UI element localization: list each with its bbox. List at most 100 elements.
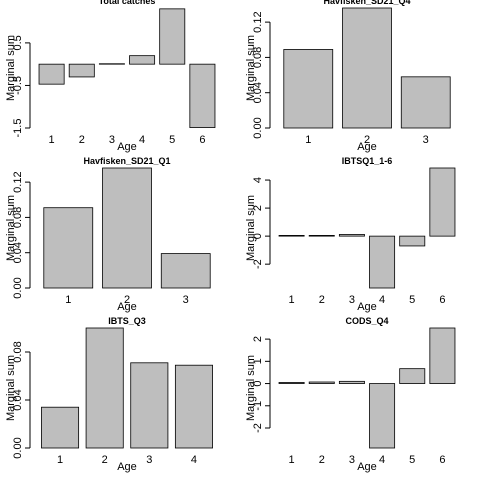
bar [369,235,396,289]
bar [38,63,65,85]
x-tick-label: 2 [124,294,130,306]
bar [85,327,124,449]
x-tick-label: 3 [423,134,429,146]
y-tick-label: 0.08 [12,341,24,362]
bar [342,7,392,129]
x-tick-label: 6 [439,454,445,466]
x-axis-label: Age [357,141,377,153]
panel-title: Havfisken_SD21_Q1 [83,156,170,166]
bar [174,364,213,449]
x-axis-label: Age [117,461,137,473]
panel-title: Havfisken_SD21_Q4 [323,0,410,6]
bar [160,253,211,289]
y-tick-label: 0 [252,233,264,239]
bar [308,235,335,237]
x-tick-label: 5 [409,454,415,466]
y-tick-label: 0.12 [252,11,264,32]
y-tick-label: 0.00 [12,437,24,458]
x-tick-label: 4 [379,294,385,306]
bar [308,381,335,384]
y-tick-label: 0.12 [12,171,24,192]
bar [283,49,334,129]
x-axis-label: Age [117,141,137,153]
y-axis-label: Marginal sum [245,355,257,421]
x-tick-label: 1 [305,134,311,146]
bar [130,362,169,449]
x-tick-label: 1 [65,294,71,306]
y-tick-label: 0.5 [12,35,24,50]
y-tick-label: 0.08 [252,47,264,68]
y-tick-label: -2 [252,423,264,433]
y-tick-label: -1 [252,401,264,411]
y-tick-label: 1 [252,358,264,364]
x-tick-label: 1 [49,134,55,146]
panel-title: CODS_Q4 [345,316,388,326]
x-tick-label: 3 [146,454,152,466]
panel: Havfisken_SD21_Q4 Age Marginal sum 0.00 0.04… [245,0,451,153]
bar [278,382,305,384]
panel: IBTS_Q3 Age Marginal sum 0.00 0.04 0.08 1 2 3 4 [5,316,213,473]
x-tick-label: 3 [109,134,115,146]
bar [189,63,216,128]
x-tick-label: 5 [169,134,175,146]
bar [129,55,156,65]
bar [102,167,152,289]
y-tick-label: 0.00 [252,117,264,138]
y-tick-label: 4 [252,177,264,183]
x-tick-label: 2 [319,454,325,466]
bar [41,406,80,449]
x-tick-label: 2 [319,294,325,306]
panel-title: IBTS_Q3 [108,316,146,326]
y-tick-label: 0.00 [12,277,24,298]
y-axis-label: Marginal sum [245,35,257,101]
x-axis-label: Age [357,461,377,473]
y-tick-label: -1.5 [12,119,24,138]
y-axis-label: Marginal sum [5,195,17,261]
panel: IBTSQ1_1-6 Age Marginal sum-2 0 2 4 1 2 3 4 5 6 [245,156,456,313]
bar [429,167,456,237]
x-tick-label: 6 [439,294,445,306]
x-axis-label: Age [357,301,377,313]
y-tick-label: -0.5 [12,76,24,95]
y-tick-label: 0.04 [12,389,24,410]
panel: Havfisken_SD21_Q1 Age Marginal sum 0.00 0.04… [5,156,211,313]
x-tick-label: 3 [183,294,189,306]
bar [429,327,456,384]
bar [43,207,94,289]
y-tick-label: 2 [252,205,264,211]
x-tick-label: 1 [289,454,295,466]
y-tick-label: 0.04 [12,242,24,263]
x-tick-label: 4 [379,454,385,466]
x-tick-label: 2 [102,454,108,466]
x-tick-label: 4 [191,454,197,466]
y-axis-label: Marginal sum [5,35,17,101]
x-tick-label: 5 [409,294,415,306]
x-tick-label: 3 [349,454,355,466]
bar [68,63,95,78]
x-tick-label: 3 [349,294,355,306]
panel: Total catches Age Marginal sum -1.5 -0.5 0.5 1… [5,0,216,153]
y-tick-label: 0.04 [252,82,264,103]
x-tick-label: 4 [139,134,145,146]
bar [369,383,396,449]
y-axis-label: Marginal sum [245,195,257,261]
x-tick-label: 2 [364,134,370,146]
bar [399,368,426,384]
x-axis-label: Age [117,301,137,313]
bar [338,234,365,237]
x-tick-label: 1 [289,294,295,306]
bar [399,235,426,247]
bar [278,235,305,237]
panel-title: Total catches [99,0,156,6]
bar [159,8,186,65]
y-tick-label: 0.08 [12,207,24,228]
bar [338,380,365,384]
y-tick-label: -2 [252,259,264,269]
panel-title: IBTSQ1_1-6 [342,156,393,166]
bar [400,76,451,129]
x-tick-label: 6 [199,134,205,146]
y-axis-label: Marginal sum [5,355,17,421]
y-tick-label: 2 [252,336,264,342]
x-tick-label: 1 [57,454,63,466]
